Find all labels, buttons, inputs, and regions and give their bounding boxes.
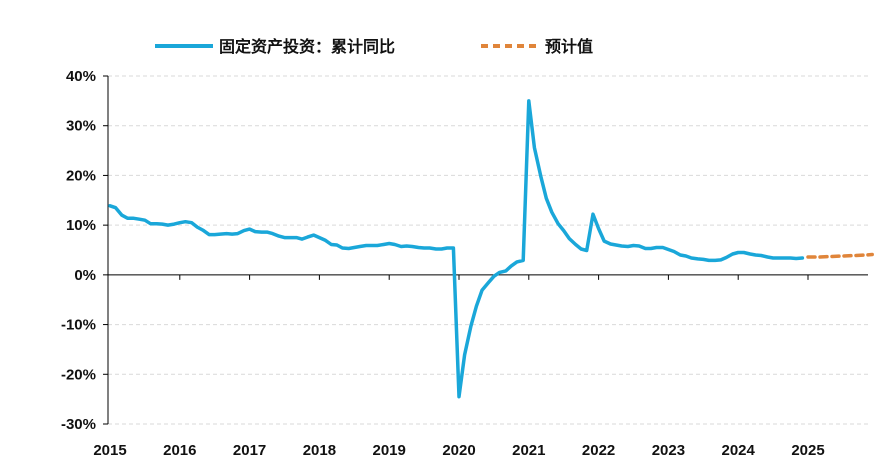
x-tick-label: 2023 — [652, 442, 685, 459]
y-tick-label: -20% — [61, 366, 96, 383]
legend-label-actual: 固定资产投资：累计同比 — [219, 37, 395, 56]
gridlines — [108, 75, 868, 425]
y-tick-label: -10% — [61, 317, 96, 334]
x-tick-label: 2025 — [791, 442, 824, 459]
y-tick-label: 40% — [66, 68, 96, 85]
x-tick-label: 2022 — [582, 442, 615, 459]
x-tick-label: 2021 — [512, 442, 545, 459]
x-tick-label: 2017 — [233, 442, 266, 459]
y-tick-label: 10% — [66, 217, 96, 234]
x-tick-labels: 2015 2016 2017 2018 2019 2020 2021 2022 2023 2024… — [93, 442, 824, 459]
y-tick-labels: 40% 30% 20% 10% 0% -10% -20% -30% — [61, 68, 96, 433]
series-lines — [108, 99, 874, 399]
series-line-forecast — [806, 252, 874, 259]
axes — [103, 75, 868, 425]
x-tick-label: 2016 — [163, 442, 196, 459]
x-tick-label: 2024 — [722, 442, 756, 459]
x-tick-label: 2018 — [303, 442, 336, 459]
x-tick-label: 2015 — [93, 442, 126, 459]
legend-label-forecast: 预计值 — [545, 37, 593, 56]
x-tick-label: 2019 — [373, 442, 406, 459]
y-tick-label: 30% — [66, 118, 96, 135]
x-tick-label: 2020 — [442, 442, 475, 459]
y-tick-label: -30% — [61, 416, 96, 433]
y-tick-label: 20% — [66, 167, 96, 184]
series-line-fixed-asset-investment — [108, 99, 805, 399]
legend: 固定资产投资：累计同比 预计值 — [155, 37, 593, 56]
y-tick-label: 0% — [74, 267, 96, 284]
